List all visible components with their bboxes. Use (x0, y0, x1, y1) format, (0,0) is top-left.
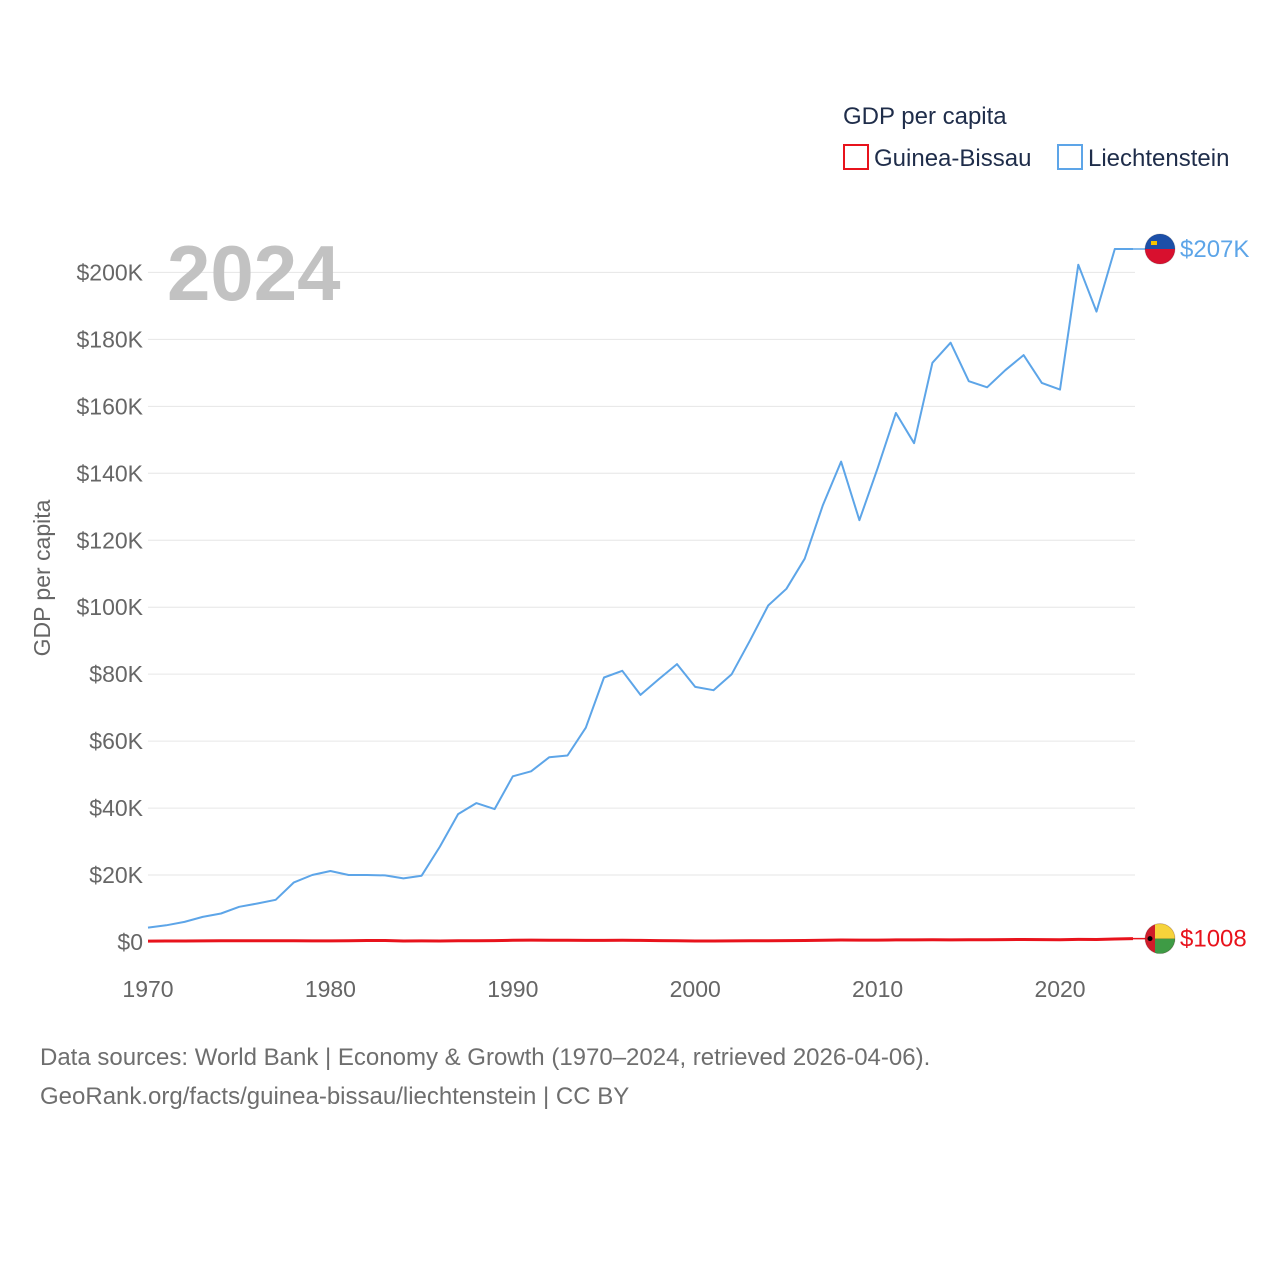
legend-label-liechtenstein[interactable]: Liechtenstein (1088, 145, 1229, 172)
y-tick-label: $80K (89, 661, 143, 687)
series-line-guinea-bissau[interactable] (147, 937, 1134, 943)
x-tick-label: 1990 (487, 976, 538, 1002)
series-end-markers: $207K $1008 (1133, 233, 1249, 955)
y-tick-label: $200K (76, 259, 143, 285)
y-tick-label: $0 (117, 929, 143, 955)
y-tick-label: $100K (76, 594, 143, 620)
y-axis-ticks: $0 $20K $40K $60K $80K $100K $120K $140K $160K $1… (76, 259, 143, 955)
source-line-2: GeoRank.org/facts/guinea-bissau/liechten… (40, 1083, 630, 1110)
legend-swatch-guinea-bissau[interactable] (843, 144, 869, 170)
source-line-1: Data sources: World Bank | Economy & Gro… (40, 1044, 931, 1071)
x-tick-label: 2020 (1034, 976, 1085, 1002)
y-tick-label: $180K (76, 326, 143, 352)
x-axis-ticks: 1970 1980 1990 2000 2010 2020 (122, 976, 1085, 1002)
legend: GDP per capita Guinea-Bissau Liechtenste… (843, 103, 1229, 172)
y-tick-label: $60K (89, 728, 143, 754)
x-tick-label: 2000 (670, 976, 721, 1002)
series-lines (147, 248, 1134, 943)
y-tick-label: $20K (89, 862, 143, 888)
legend-title: GDP per capita (843, 103, 1007, 130)
liechtenstein-flag-icon (1144, 233, 1176, 265)
y-tick-label: $40K (89, 795, 143, 821)
gridlines (148, 271, 1135, 876)
year-label: 2024 (167, 229, 341, 317)
x-tick-label: 1970 (122, 976, 173, 1002)
legend-swatch-liechtenstein[interactable] (1057, 144, 1083, 170)
y-tick-label: $140K (76, 460, 143, 486)
x-tick-label: 1980 (305, 976, 356, 1002)
y-tick-label: $120K (76, 527, 143, 553)
end-value-label-guinea-bissau: $1008 (1180, 926, 1247, 953)
y-tick-label: $160K (76, 393, 143, 419)
y-axis-title: GDP per capita (29, 499, 55, 656)
x-tick-label: 2010 (852, 976, 903, 1002)
end-value-label-liechtenstein: $207K (1180, 236, 1249, 263)
series-line-liechtenstein[interactable] (147, 248, 1133, 929)
guinea-bissau-flag-icon (1144, 923, 1176, 955)
legend-label-guinea-bissau[interactable]: Guinea-Bissau (874, 145, 1031, 172)
